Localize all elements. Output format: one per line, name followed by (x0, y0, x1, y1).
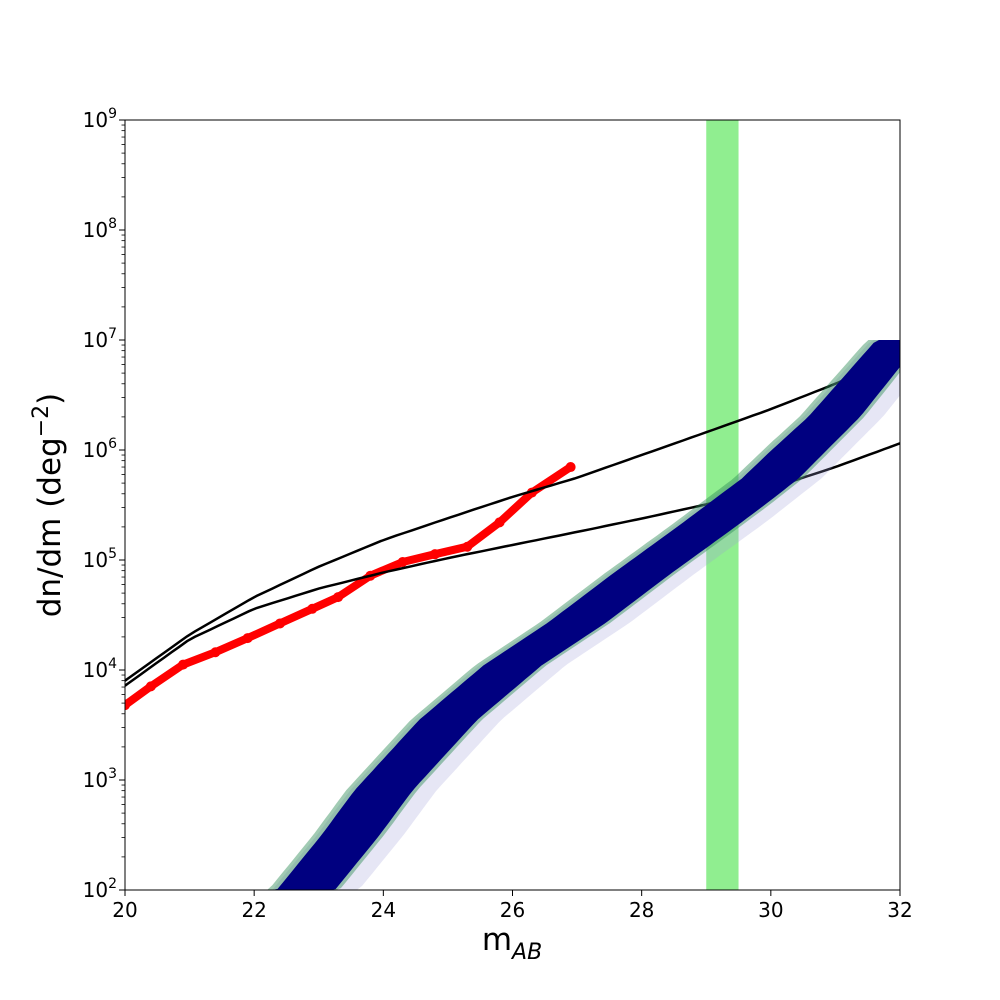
y-tick-label: 105 (83, 546, 117, 572)
y-axis-label: dn/dm (deg−2) (29, 393, 68, 618)
red-line-point (462, 541, 473, 552)
y-axis-label-superscript: −2 (29, 405, 54, 437)
x-axis-label: mAB (482, 922, 542, 965)
series-black-line-1-path (125, 353, 900, 682)
x-axis-label-subscript: AB (510, 940, 542, 965)
x-axis: 20 22 24 26 28 30 32 (112, 890, 913, 922)
x-tick-label: 24 (371, 898, 396, 922)
red-line-point (275, 618, 285, 629)
red-line-point (125, 700, 130, 711)
plot-background (125, 120, 900, 890)
x-tick-label: 22 (241, 898, 266, 922)
x-tick-label: 32 (887, 898, 912, 922)
series-navy-band (267, 340, 900, 890)
x-tick-label: 20 (112, 898, 137, 922)
y-tick-label: 103 (83, 766, 117, 792)
y-tick-label: 106 (83, 436, 117, 462)
red-line-point (242, 633, 253, 644)
red-line-point (178, 659, 189, 670)
x-tick-label: 30 (758, 898, 783, 922)
red-line-point (333, 592, 344, 603)
y-axis-label-end: ) (32, 393, 68, 405)
y-axis-label-main: dn/dm (deg (32, 437, 68, 617)
y-axis: 102 103 104 105 106 107 108 109 (83, 106, 125, 902)
series-layer (125, 340, 900, 890)
y-tick-label: 102 (83, 876, 117, 902)
red-line-point (307, 603, 318, 614)
red-line-point (430, 549, 440, 560)
y-tick-label: 109 (83, 106, 117, 132)
x-axis-label-main: m (482, 922, 512, 958)
series-red-line (125, 462, 576, 711)
x-tick-label: 28 (629, 898, 654, 922)
x-tick-label: 26 (500, 898, 525, 922)
series-black-line-1 (125, 353, 900, 682)
y-tick-label: 104 (83, 656, 117, 682)
y-tick-label: 107 (83, 326, 117, 352)
red-line-point (397, 556, 408, 567)
red-line-point (210, 647, 221, 658)
red-line-point (494, 517, 505, 528)
red-line-point (565, 462, 576, 473)
y-tick-label: 108 (83, 216, 117, 242)
navy-band-core (267, 340, 900, 890)
red-line-point (145, 681, 156, 692)
